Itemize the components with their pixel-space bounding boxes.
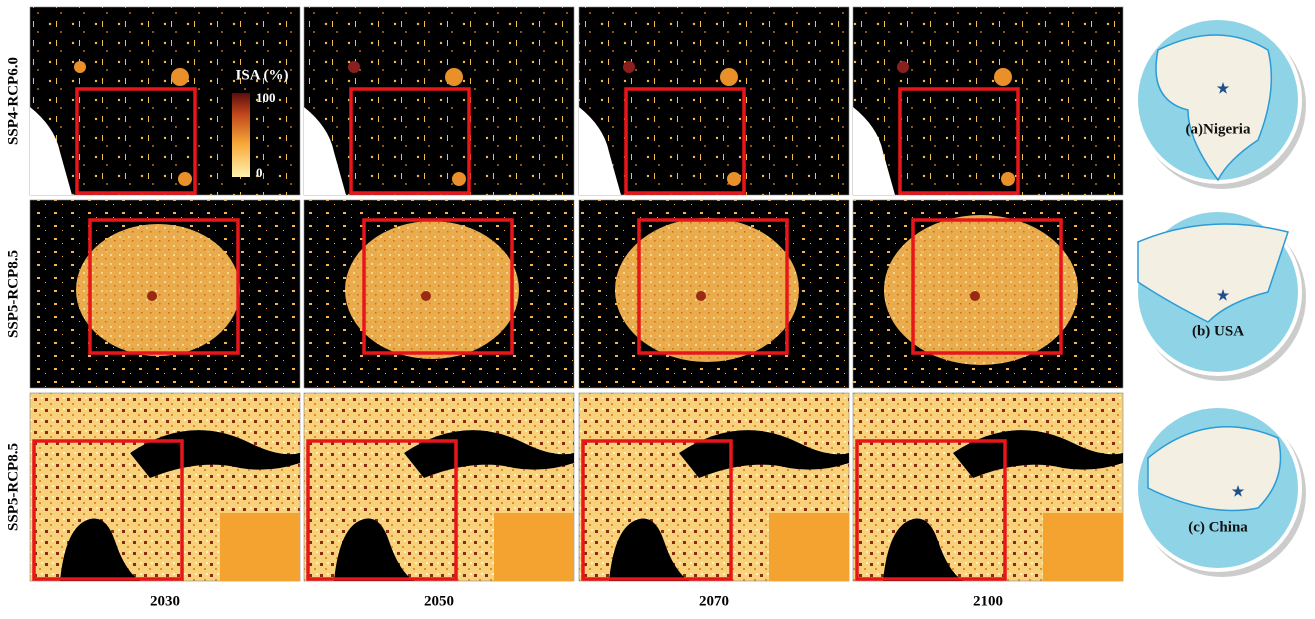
highlight-box bbox=[855, 439, 1007, 581]
map-panel bbox=[303, 6, 575, 196]
globe: ★ (a)Nigeria bbox=[1134, 16, 1306, 189]
map-panel bbox=[29, 199, 301, 389]
highlight-box bbox=[898, 87, 1020, 195]
globe-land bbox=[1147, 426, 1282, 512]
highlight-box bbox=[624, 87, 746, 195]
globe-label: (a)Nigeria bbox=[1186, 121, 1251, 137]
globe-label: (c) China bbox=[1188, 519, 1248, 535]
colorbar-min: 0 bbox=[256, 165, 263, 180]
map-background bbox=[852, 6, 1124, 196]
city bbox=[1001, 172, 1015, 186]
coastline bbox=[30, 107, 72, 195]
highlight-box bbox=[32, 439, 184, 581]
map-panel bbox=[852, 6, 1124, 196]
city bbox=[994, 68, 1012, 86]
globe-label: (b) USA bbox=[1192, 323, 1244, 339]
map-background bbox=[578, 6, 850, 196]
map-panel bbox=[578, 392, 850, 582]
row-label: SSP5-RCP8.5 bbox=[5, 250, 21, 338]
urban-area bbox=[615, 218, 799, 362]
city bbox=[348, 61, 360, 73]
city bbox=[178, 172, 192, 186]
coastline bbox=[579, 107, 621, 195]
map-panel bbox=[578, 199, 850, 389]
city bbox=[727, 172, 741, 186]
highlight-box bbox=[349, 87, 471, 195]
star: ★ bbox=[1232, 484, 1245, 500]
coastline bbox=[853, 107, 895, 195]
map-panel bbox=[29, 392, 301, 582]
row-label: SSP4-RCP6.0 bbox=[5, 57, 21, 145]
column-label: 2050 bbox=[424, 593, 454, 609]
map-panel bbox=[29, 6, 301, 196]
city bbox=[74, 61, 86, 73]
lake bbox=[334, 518, 414, 581]
highlight-box bbox=[581, 439, 733, 581]
globe-land bbox=[1155, 34, 1273, 182]
city-core bbox=[696, 291, 706, 301]
highlight-box bbox=[88, 218, 240, 355]
colorbar: ISA (%) 100 0 bbox=[232, 67, 288, 180]
urban-area bbox=[76, 224, 240, 356]
coastline bbox=[304, 107, 346, 195]
column-label: 2070 bbox=[699, 593, 729, 609]
globe-land bbox=[1137, 223, 1289, 323]
highlight-box bbox=[637, 218, 789, 355]
star: ★ bbox=[1217, 81, 1230, 97]
map-background bbox=[303, 6, 575, 196]
map-panels bbox=[29, 6, 1124, 582]
map-background bbox=[29, 6, 301, 196]
globe: ★ (b) USA bbox=[1134, 208, 1306, 381]
column-label: 2100 bbox=[973, 593, 1003, 609]
urban-area bbox=[769, 513, 849, 581]
column-label: 2030 bbox=[150, 593, 180, 609]
city bbox=[897, 61, 909, 73]
lake bbox=[60, 518, 140, 581]
highlight-box bbox=[75, 87, 197, 195]
urban-area bbox=[1043, 513, 1123, 581]
city bbox=[720, 68, 738, 86]
map-panel bbox=[303, 392, 575, 582]
highlight-box bbox=[911, 218, 1063, 355]
urban-area bbox=[884, 215, 1078, 365]
urban-area bbox=[220, 513, 300, 581]
map-panel bbox=[852, 392, 1124, 582]
urban-area bbox=[494, 513, 574, 581]
city-core bbox=[970, 291, 980, 301]
map-panel bbox=[578, 6, 850, 196]
urban-area bbox=[345, 221, 519, 359]
city bbox=[171, 68, 189, 86]
star: ★ bbox=[1217, 288, 1230, 304]
colorbar-title: ISA (%) bbox=[236, 67, 289, 83]
map-panel bbox=[303, 199, 575, 389]
globe: ★ (c) China bbox=[1134, 404, 1306, 577]
colorbar-max: 100 bbox=[256, 90, 276, 105]
city bbox=[623, 61, 635, 73]
lake bbox=[609, 518, 689, 581]
colorbar-gradient bbox=[232, 93, 250, 177]
highlight-box bbox=[306, 439, 458, 581]
city bbox=[445, 68, 463, 86]
highlight-box bbox=[362, 218, 514, 355]
city-core bbox=[421, 291, 431, 301]
row-label: SSP5-RCP8.5 bbox=[5, 443, 21, 531]
map-panel bbox=[852, 199, 1124, 389]
lake bbox=[883, 518, 963, 581]
city bbox=[452, 172, 466, 186]
city-core bbox=[147, 291, 157, 301]
